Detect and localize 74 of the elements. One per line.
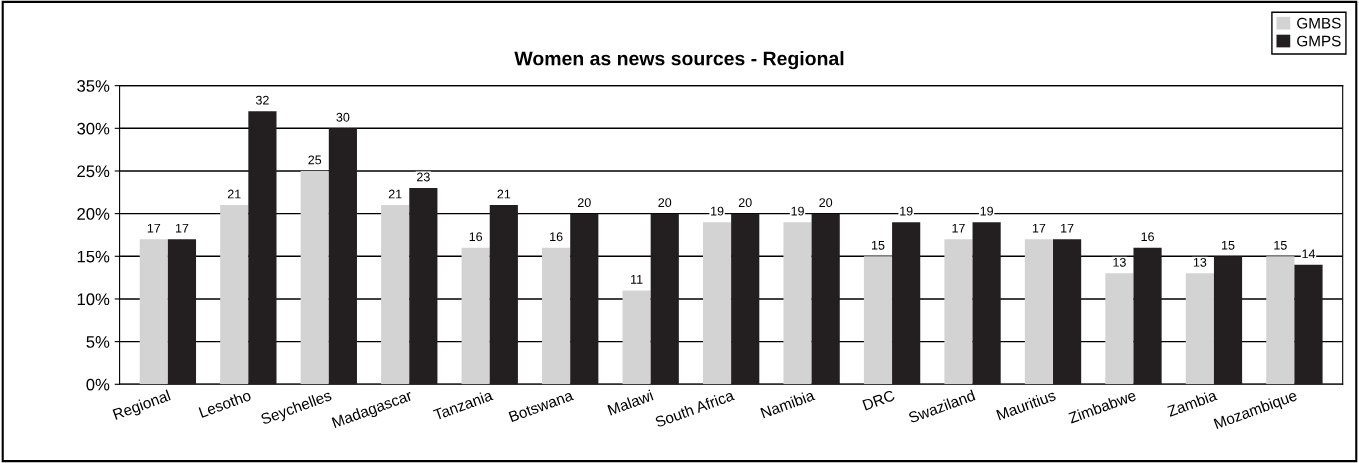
data-label: 17 [1032, 223, 1046, 233]
data-label: 16 [469, 232, 483, 242]
data-label: 17 [952, 223, 965, 233]
bar [1053, 239, 1082, 385]
x-tick-label: DRC [862, 389, 896, 411]
data-label: 15 [872, 240, 885, 250]
data-label: 16 [550, 232, 563, 242]
bar [1105, 273, 1134, 385]
data-label: 11 [631, 275, 643, 284]
bar [650, 213, 679, 385]
data-label: 32 [255, 95, 269, 105]
data-label: 19 [791, 206, 804, 216]
y-tick-label: 5% [86, 336, 110, 348]
bar [1133, 247, 1162, 385]
data-label: 19 [900, 206, 913, 216]
bar [570, 213, 599, 385]
bar [328, 128, 357, 385]
bar [489, 205, 518, 385]
y-tick-label: 35% [77, 80, 110, 92]
y-tick-label: 15% [77, 250, 110, 263]
x-tick-label: South Africa [654, 389, 735, 428]
data-label: 20 [819, 198, 833, 207]
data-label: 20 [577, 198, 591, 207]
bar [702, 222, 732, 385]
data-label: 19 [711, 206, 724, 216]
data-label: 25 [308, 155, 322, 165]
x-tick-label: Lesotho [198, 389, 252, 418]
data-label: 17 [1061, 223, 1074, 233]
data-label: 19 [980, 206, 993, 216]
bar [167, 239, 197, 385]
bar [1024, 239, 1054, 385]
bar [300, 170, 329, 385]
data-label: 14 [1302, 249, 1316, 259]
data-label: 21 [388, 189, 402, 199]
bar [139, 239, 168, 385]
data-label: 15 [1222, 240, 1235, 250]
y-tick-label: 20% [77, 208, 110, 220]
bar [220, 205, 249, 385]
legend-label: GMBS [1297, 17, 1341, 29]
data-label: 30 [336, 112, 350, 122]
data-label: 20 [738, 198, 752, 207]
bar [409, 188, 438, 385]
bar [461, 247, 490, 385]
y-tick-label: 25% [77, 165, 110, 178]
y-tick-label: 10% [77, 293, 110, 306]
bar [1266, 256, 1295, 385]
bar [542, 247, 571, 385]
legend-label: GMPS [1297, 35, 1341, 47]
data-label: 15 [1274, 240, 1287, 250]
bar [731, 213, 760, 385]
data-label: 17 [147, 223, 161, 233]
bar [622, 290, 651, 385]
bar [972, 222, 1001, 385]
bar [1213, 256, 1243, 385]
data-label: 21 [227, 189, 241, 199]
bar [863, 256, 893, 385]
data-label: 23 [417, 172, 430, 182]
bar [783, 222, 812, 385]
bar [944, 239, 973, 385]
data-label: 13 [1113, 257, 1126, 267]
data-label: 21 [497, 189, 511, 199]
data-label: 16 [1141, 232, 1154, 242]
bar [811, 213, 840, 385]
bar [892, 222, 921, 385]
data-label: 17 [175, 223, 189, 233]
y-tick-label: 30% [77, 122, 110, 135]
data-label: 13 [1193, 257, 1207, 267]
bar [1294, 264, 1323, 385]
bar [248, 111, 277, 385]
bar [1185, 273, 1214, 385]
bar [381, 205, 410, 385]
data-label: 20 [658, 198, 672, 207]
chart-title: Women as news sources - Regional [514, 51, 844, 70]
y-tick-label: 0% [86, 378, 110, 391]
